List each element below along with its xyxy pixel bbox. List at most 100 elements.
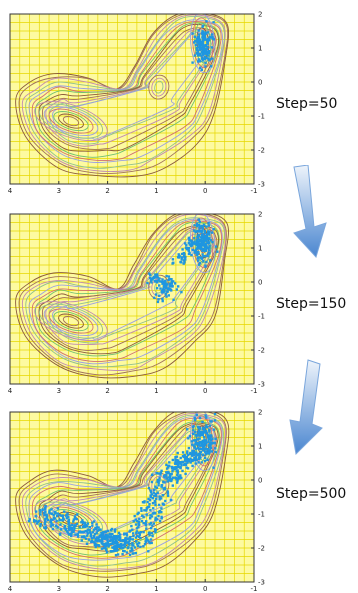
sample-point [63, 511, 65, 513]
sample-point [214, 419, 216, 421]
sample-point [209, 445, 211, 447]
sample-point [188, 242, 190, 244]
sample-point [187, 467, 189, 469]
sample-point [116, 535, 118, 537]
sample-point [195, 44, 197, 46]
sample-point [197, 257, 199, 259]
sample-point [43, 514, 45, 516]
sample-point [210, 239, 212, 241]
sample-point [52, 528, 54, 530]
sample-point [159, 473, 161, 475]
sample-point [126, 537, 128, 539]
sample-point [195, 434, 197, 436]
sample-point [44, 520, 46, 522]
sample-point [204, 235, 206, 237]
sample-point [208, 230, 210, 232]
sample-point [86, 543, 88, 545]
sample-point [137, 522, 139, 524]
sample-point [166, 467, 168, 469]
sample-point [209, 420, 211, 422]
y-tick-label: -2 [258, 347, 265, 355]
sample-point [191, 459, 193, 461]
sample-point [161, 278, 163, 280]
sample-point [176, 474, 178, 476]
sample-point [110, 550, 112, 552]
sample-point [141, 520, 143, 522]
sample-point [105, 545, 107, 547]
sample-point [156, 287, 158, 289]
sample-point [205, 45, 207, 47]
sample-point [176, 481, 178, 483]
sample-point [72, 520, 74, 522]
sample-point [211, 231, 213, 233]
sample-point [184, 242, 186, 244]
sample-point [204, 237, 206, 239]
sample-point [122, 544, 124, 546]
sample-point [196, 414, 198, 416]
sample-point [183, 464, 185, 466]
x-tick-label: 4 [8, 187, 13, 195]
sample-point [94, 533, 96, 535]
sample-point [68, 519, 70, 521]
y-tick-label: 1 [258, 45, 262, 53]
sample-point [160, 485, 162, 487]
sample-point [121, 546, 123, 548]
sample-point [207, 255, 209, 257]
y-tick-label: 0 [258, 79, 262, 87]
sample-point [157, 301, 159, 303]
sample-point [193, 457, 195, 459]
sample-point [76, 513, 78, 515]
sample-point [47, 519, 49, 521]
sample-point [190, 254, 192, 256]
sample-point [55, 512, 57, 514]
sample-point [205, 49, 207, 51]
sample-point [206, 247, 208, 249]
sample-point [157, 492, 159, 494]
sample-point [154, 273, 156, 275]
sample-point [150, 522, 152, 524]
sample-point [194, 418, 196, 420]
sample-point [92, 541, 94, 543]
sample-point [204, 58, 206, 60]
sample-point [169, 285, 171, 287]
sample-point [178, 253, 180, 255]
sample-point [165, 295, 167, 297]
sample-point [154, 280, 156, 282]
sample-point [159, 520, 161, 522]
sample-point [137, 545, 139, 547]
sample-point [211, 33, 213, 35]
sample-point [186, 428, 188, 430]
sample-point [135, 532, 137, 534]
sample-point [146, 507, 148, 509]
sample-point [209, 36, 211, 38]
sample-point [178, 477, 180, 479]
sample-point [198, 457, 200, 459]
sample-point [200, 432, 202, 434]
sample-point [206, 434, 208, 436]
sample-point [205, 20, 207, 22]
sample-point [56, 515, 58, 517]
sample-point [126, 533, 128, 535]
sample-point [85, 538, 87, 540]
y-tick-label: 2 [258, 409, 262, 417]
sample-point [192, 249, 194, 251]
sample-point [189, 239, 191, 241]
sample-point [209, 425, 211, 427]
sample-point [172, 299, 174, 301]
sample-point [158, 511, 160, 513]
sample-point [177, 471, 179, 473]
sample-point [152, 507, 154, 509]
sample-point [155, 495, 157, 497]
sample-point [156, 472, 158, 474]
sample-point [174, 458, 176, 460]
sample-point [163, 503, 165, 505]
sample-point [141, 515, 143, 517]
sample-point [168, 294, 170, 296]
sample-point [158, 504, 160, 506]
sample-point [145, 527, 147, 529]
sample-point [200, 41, 202, 43]
sample-point [73, 527, 75, 529]
sample-point [130, 525, 132, 527]
sample-point [212, 37, 214, 39]
sample-point [96, 530, 98, 532]
